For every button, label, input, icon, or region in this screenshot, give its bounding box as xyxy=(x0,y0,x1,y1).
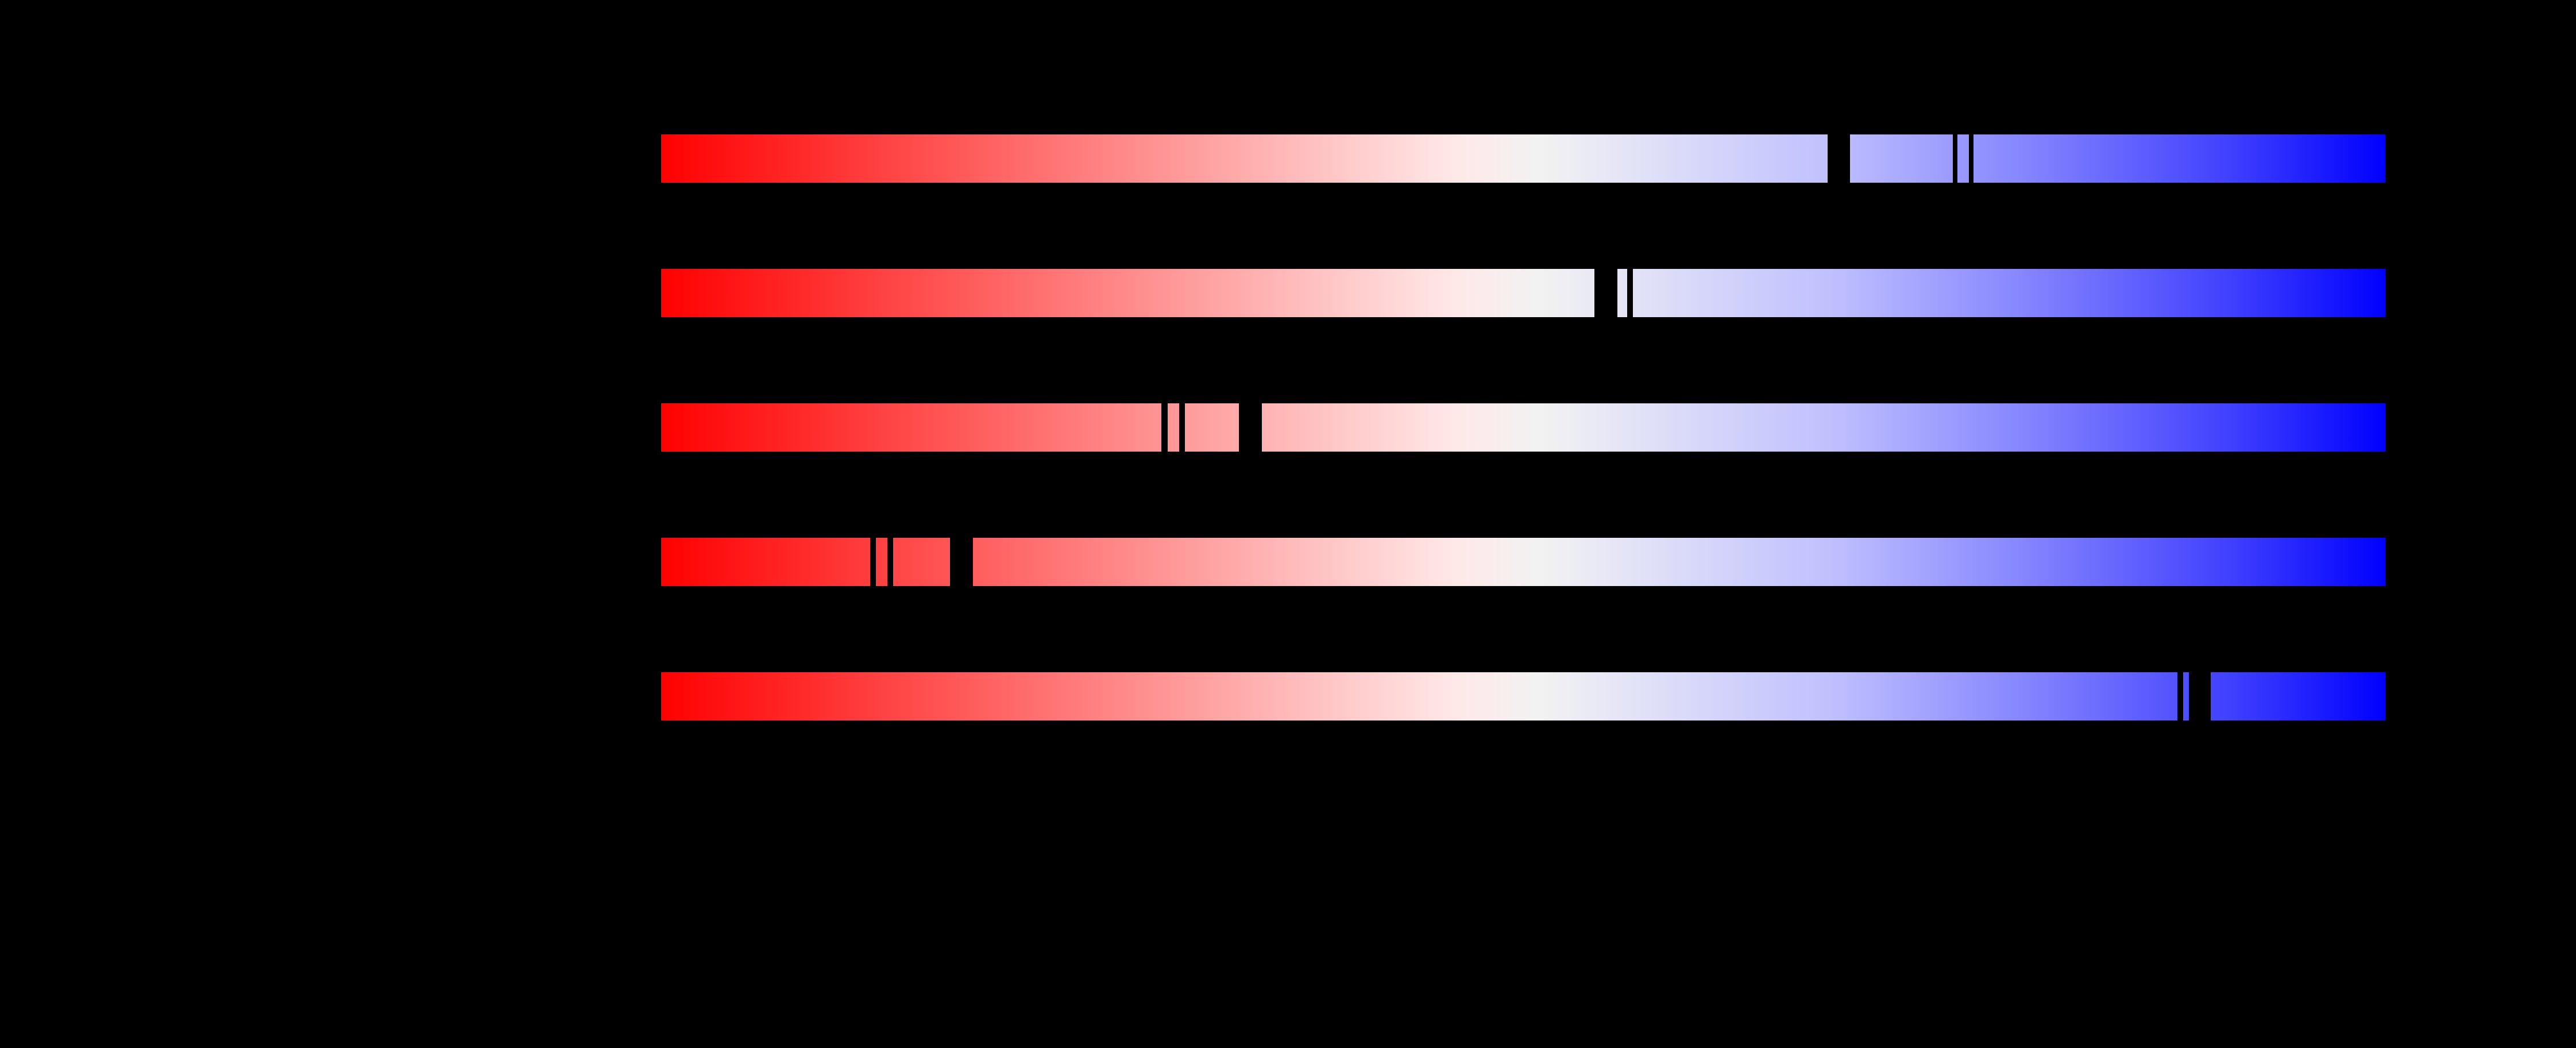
gradient-bar-segment xyxy=(661,672,2177,720)
gradient-bar-segment xyxy=(661,269,1594,317)
gradient-bar-segment xyxy=(661,538,871,586)
gradient-bar-segment xyxy=(973,538,2385,586)
gradient-bar-segment xyxy=(2183,672,2189,720)
gradient-bar-row xyxy=(0,134,2576,183)
gradient-bar-segment xyxy=(1850,134,1953,183)
gradient-bar-track xyxy=(661,134,2385,183)
gradient-bar-segment xyxy=(876,538,888,586)
gradient-bar-segment xyxy=(661,134,1828,183)
gradient-bar-segment xyxy=(1957,134,1969,183)
gradient-bar-track xyxy=(661,538,2385,586)
gradient-bar-row xyxy=(0,403,2576,452)
gradient-bar-segment xyxy=(2210,672,2385,720)
gradient-bar-row xyxy=(0,269,2576,317)
gradient-bar-segment xyxy=(1261,403,2385,452)
gradient-bar-segment xyxy=(1167,403,1180,452)
gradient-bar-track xyxy=(661,403,2385,452)
gradient-bar-segment xyxy=(1617,269,1628,317)
gradient-bar-segment xyxy=(1973,134,2385,183)
gradient-bar-track xyxy=(661,269,2385,317)
gradient-bar-segment xyxy=(1185,403,1239,452)
gradient-bar-segment xyxy=(661,403,1161,452)
gradient-bar-row xyxy=(0,672,2576,720)
gradient-bar-segment xyxy=(893,538,951,586)
gradient-bar-segment xyxy=(1632,269,2385,317)
gradient-bar-row xyxy=(0,538,2576,586)
gradient-bar-track xyxy=(661,672,2385,720)
